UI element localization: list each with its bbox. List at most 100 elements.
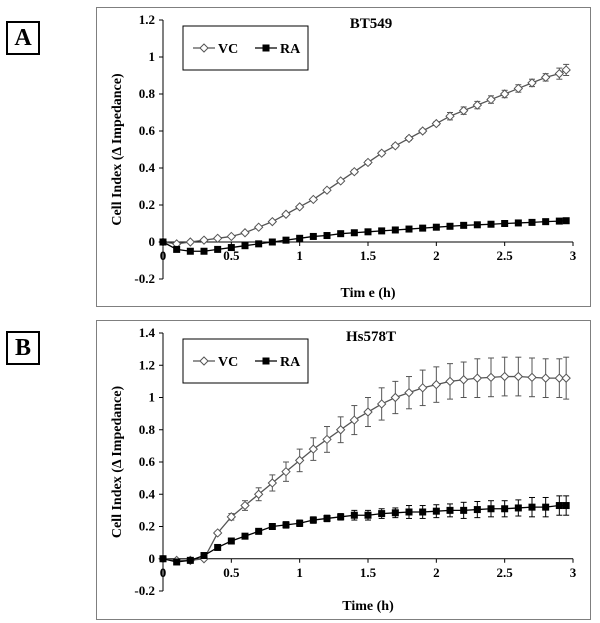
x-tick-label: 1 (296, 248, 303, 263)
data-point (255, 527, 263, 535)
data-point (528, 218, 536, 226)
data-point (186, 247, 194, 255)
data-point (185, 237, 196, 247)
data-point (486, 372, 496, 383)
chart-a-plot: -0.2 0 0.2 0.4 0.6 0.8 1 1.2 0 0.5 1 1.5 2 2.5 3 BT549 T… (110, 12, 577, 301)
data-point (499, 89, 510, 99)
data-point (335, 176, 346, 186)
data-point (473, 506, 481, 514)
data-point (200, 247, 208, 255)
legend-marker (199, 43, 209, 53)
data-point (282, 521, 290, 529)
data-point (281, 466, 291, 477)
y-tick-label: 0.4 (139, 486, 156, 501)
data-point (267, 216, 278, 227)
data-point (226, 512, 237, 522)
data-point (390, 141, 401, 151)
data-point (363, 157, 373, 168)
legend-label: VC (218, 42, 238, 57)
series-ra (159, 495, 570, 566)
data-point (514, 219, 522, 227)
y-tick-label: 1.2 (139, 12, 155, 27)
data-point (253, 489, 264, 499)
x-tick-label: 2.5 (497, 565, 514, 580)
data-point (253, 222, 264, 232)
data-point (562, 502, 570, 510)
chart-panel-a: -0.2 0 0.2 0.4 0.6 0.8 1 1.2 0 0.5 1 1.5 2 2.5 3 BT549 T… (96, 7, 591, 307)
panel-label-a: A (6, 21, 40, 55)
data-point (212, 233, 223, 244)
y-axis-title: Cell Index (Δ Impedance) (110, 386, 125, 539)
data-point (431, 118, 442, 129)
y-axis-title: Cell Index (Δ Impedance) (110, 73, 125, 226)
data-point (227, 244, 235, 252)
data-point (562, 217, 570, 225)
data-point (542, 218, 550, 226)
data-point (404, 133, 414, 144)
data-point (173, 245, 181, 253)
y-tick-label: 0.4 (139, 160, 156, 175)
data-point (561, 65, 571, 75)
data-point (417, 383, 428, 393)
x-tick-label: 1.5 (360, 248, 377, 263)
series-ra (159, 217, 570, 255)
data-point (460, 506, 468, 514)
legend: VC RA (182, 338, 309, 384)
x-tick-label: 0.5 (223, 248, 240, 263)
series-vc (158, 356, 571, 566)
data-point (226, 231, 237, 242)
data-point (501, 505, 509, 513)
data-point (241, 532, 249, 540)
data-point (404, 387, 414, 398)
data-point (501, 220, 509, 227)
data-point (349, 166, 360, 177)
data-point (540, 373, 551, 383)
data-point (405, 508, 413, 516)
data-point (294, 202, 305, 212)
y-tick-label: 0.8 (139, 422, 156, 437)
data-point (241, 242, 249, 250)
data-point (445, 111, 455, 121)
data-point (337, 230, 345, 238)
panel-label-b: B (6, 331, 40, 365)
y-tick-label: 0.2 (139, 197, 155, 212)
data-point (309, 232, 317, 240)
legend-marker (199, 356, 209, 366)
legend-label: VC (218, 355, 238, 370)
data-point (214, 245, 222, 253)
chart-title: Hs578T (346, 329, 396, 345)
data-point (159, 555, 167, 563)
data-point (417, 126, 428, 136)
x-tick-label: 2.5 (497, 248, 514, 263)
data-point (268, 523, 276, 530)
x-tick-label: 0.5 (223, 565, 240, 580)
data-point (446, 506, 454, 514)
data-point (460, 221, 468, 229)
data-point (487, 505, 495, 513)
x-tick-label: 2 (433, 248, 440, 263)
data-point (322, 185, 332, 195)
data-point (363, 407, 373, 417)
data-point (561, 373, 571, 383)
x-tick-label: 1 (296, 565, 303, 580)
legend-marker (262, 357, 270, 365)
data-point (527, 372, 537, 383)
data-point (473, 221, 481, 229)
data-point (240, 500, 250, 511)
x-tick-label: 3 (570, 248, 577, 263)
data-point (499, 371, 510, 382)
y-tick-label: 1 (149, 390, 156, 405)
data-point (472, 100, 483, 110)
data-point (419, 224, 427, 232)
data-point (186, 556, 194, 564)
y-tick-label: 0 (149, 551, 156, 566)
data-point (335, 425, 346, 435)
data-point (540, 72, 551, 83)
data-point (378, 510, 386, 518)
data-point (199, 235, 209, 245)
data-point (349, 415, 360, 425)
data-point (159, 238, 167, 246)
data-point (472, 373, 483, 383)
data-point (376, 148, 387, 158)
data-point (446, 222, 454, 230)
